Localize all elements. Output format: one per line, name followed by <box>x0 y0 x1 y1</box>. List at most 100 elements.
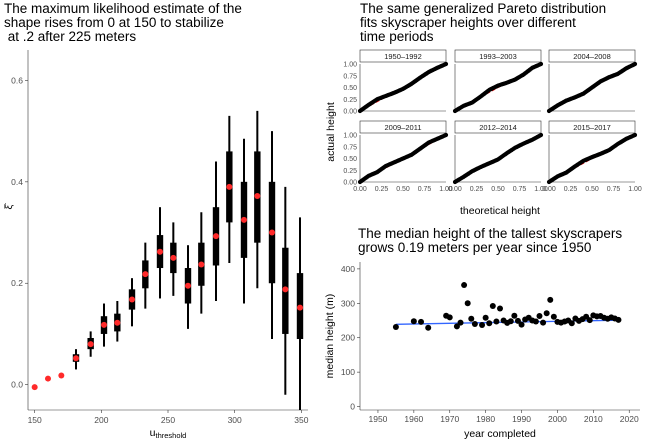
qq-strip-label: 2009–2011 <box>385 123 422 132</box>
qq-y-tick-label: 0.75 <box>343 144 357 151</box>
shape-x-tick-label: 250 <box>161 415 175 425</box>
median-height-point <box>514 317 521 324</box>
qq-strip-label: 1993–2003 <box>479 52 517 61</box>
shape-estimate-point <box>142 271 149 278</box>
median-height-point <box>568 320 575 327</box>
qq-data-point <box>632 61 638 67</box>
median-height-point <box>493 318 500 325</box>
qq-data-point <box>632 132 638 138</box>
median-height-point <box>453 323 460 330</box>
qq-strip <box>359 120 447 134</box>
shape-estimate-point <box>157 248 163 255</box>
qq-x-tick-label: 1.00 <box>534 186 548 193</box>
shape-estimate-point <box>213 233 219 240</box>
shape-estimate-point <box>185 282 191 289</box>
median-height-point <box>550 313 557 320</box>
qq-data-point <box>443 132 449 138</box>
median-height-point <box>418 318 425 325</box>
median-height-point <box>532 318 539 325</box>
median-x-tick-label: 1970 <box>440 414 459 424</box>
shape-estimate-point <box>226 183 233 190</box>
median-y-tick-label: 300 <box>341 298 355 308</box>
shape-estimate-point <box>31 384 38 391</box>
qq-strip <box>548 120 636 134</box>
qq-x-tick-label: 0.00 <box>542 186 556 193</box>
median-x-tick-label: 2000 <box>548 414 567 424</box>
shape-y-tick-label: 0.4 <box>11 177 23 187</box>
shape-x-tick-label: 200 <box>94 415 108 425</box>
median-height-point <box>425 324 432 331</box>
median-height-point <box>479 321 486 328</box>
qq-y-tick-label: 0.50 <box>343 156 357 163</box>
median-x-tick-label: 2020 <box>620 414 639 424</box>
median-height-point <box>446 314 453 321</box>
shape-estimate-point <box>58 372 65 379</box>
shape-estimate-point <box>241 216 247 223</box>
qq-strip <box>454 49 542 63</box>
qq-y-tick-label: 1.00 <box>343 62 357 69</box>
median-height-point <box>540 319 547 326</box>
qq-x-tick-label: 0.50 <box>396 186 410 193</box>
median-y-tick-label: 400 <box>341 264 355 274</box>
shape-estimate-point <box>45 375 51 382</box>
median-y-tick-label: 100 <box>341 367 355 377</box>
median-height-point <box>547 296 554 303</box>
shape-x-axis-label: uthreshold <box>150 427 187 440</box>
qq-x-tick-label: 0.75 <box>418 186 432 193</box>
shape-estimate-point <box>198 261 205 268</box>
median-y-tick-label: 200 <box>341 333 355 343</box>
qq-chart-title: The same generalized Pareto distribution… <box>360 1 607 44</box>
median-height-point <box>518 321 525 328</box>
shape-estimate-point <box>254 193 261 200</box>
median-height-point <box>410 318 417 325</box>
median-x-tick-label: 1990 <box>512 414 531 424</box>
qq-strip-label: 2015–2017 <box>573 123 611 132</box>
qq-x-tick-label: 0.75 <box>607 186 621 193</box>
qq-x-tick-label: 0.75 <box>513 186 527 193</box>
median-height-point <box>461 282 468 289</box>
median-height-point <box>471 320 478 327</box>
shape-estimate-point <box>129 296 135 303</box>
shape-estimate-point <box>170 254 177 261</box>
median-height-point <box>511 312 518 319</box>
median-height-point <box>457 319 464 326</box>
qq-x-tick-label: 0.00 <box>353 186 367 193</box>
qq-x-tick-label: 0.50 <box>491 186 505 193</box>
qq-data-point <box>443 61 449 67</box>
qq-strip-label: 2004–2008 <box>573 52 611 61</box>
median-height-point <box>543 310 550 317</box>
qq-x-tick-label: 1.00 <box>439 186 453 193</box>
shape-estimate-point <box>297 304 303 311</box>
qq-strip <box>454 120 542 134</box>
median-height-point <box>586 317 593 324</box>
shape-estimate-point <box>114 319 121 326</box>
median-height-point <box>536 313 543 320</box>
median-height-point <box>468 315 475 322</box>
qq-strip <box>359 49 447 63</box>
shape-estimate-point <box>101 321 107 328</box>
qq-x-tick-label: 0.25 <box>564 186 578 193</box>
median-height-point <box>464 300 471 307</box>
qq-x-tick-label: 0.25 <box>375 186 389 193</box>
qq-data-point <box>538 132 544 138</box>
qq-y-tick-label: 0.25 <box>343 97 357 104</box>
shape-y-tick-label: 0.2 <box>11 278 23 288</box>
median-height-point <box>497 305 503 312</box>
shape-y-tick-label: 0.0 <box>11 380 23 390</box>
median-x-axis-label: year completed <box>464 428 536 440</box>
median-height-point <box>392 324 399 331</box>
qq-x-tick-label: 0.50 <box>585 186 599 193</box>
qq-x-axis-label: theoretical height <box>460 205 540 217</box>
shape-estimate-point <box>269 229 275 236</box>
shape-x-tick-label: 300 <box>228 415 242 425</box>
qq-strip <box>548 49 636 63</box>
median-y-axis-label: median height (m) <box>324 294 336 379</box>
qq-strip-label: 1950–1992 <box>384 52 422 61</box>
median-height-point <box>489 303 496 310</box>
qq-y-tick-label: 0.75 <box>343 73 357 80</box>
qq-x-tick-label: 0.00 <box>448 186 462 193</box>
shape-x-tick-label: 350 <box>294 415 308 425</box>
qq-x-tick-label: 0.25 <box>470 186 484 193</box>
qq-y-tick-label: 0.50 <box>343 85 357 92</box>
